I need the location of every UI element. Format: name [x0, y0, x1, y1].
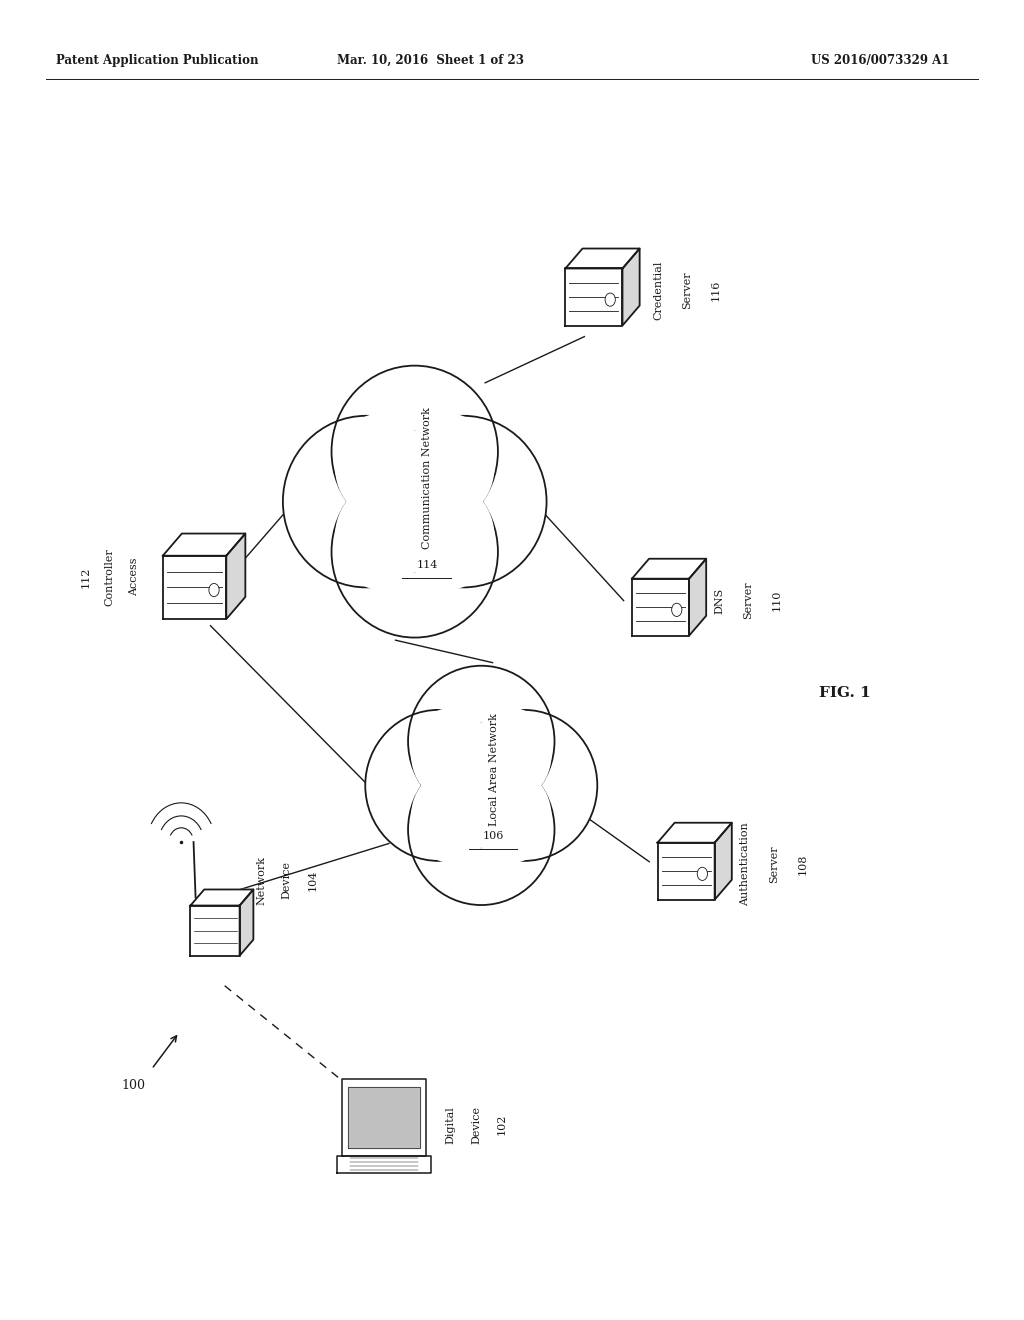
Text: US 2016/0073329 A1: US 2016/0073329 A1 — [811, 54, 950, 67]
Text: 116: 116 — [711, 280, 721, 301]
Polygon shape — [337, 1156, 431, 1173]
Text: Server: Server — [769, 846, 779, 883]
Polygon shape — [163, 556, 226, 619]
Polygon shape — [715, 822, 732, 900]
Circle shape — [209, 583, 219, 597]
Ellipse shape — [335, 483, 426, 590]
Text: Device: Device — [282, 862, 292, 899]
Text: 110: 110 — [772, 590, 782, 611]
Ellipse shape — [332, 366, 498, 537]
Ellipse shape — [332, 466, 498, 638]
Text: 108: 108 — [798, 854, 808, 875]
Polygon shape — [342, 1080, 426, 1156]
Ellipse shape — [453, 756, 510, 814]
Polygon shape — [657, 822, 732, 842]
Text: Patent Application Publication: Patent Application Publication — [56, 54, 259, 67]
Polygon shape — [348, 1088, 420, 1147]
Text: FIG. 1: FIG. 1 — [819, 686, 870, 700]
Text: Access: Access — [129, 557, 139, 597]
Text: Credential: Credential — [653, 261, 664, 319]
Text: Server: Server — [743, 582, 754, 619]
Text: Local Area Network: Local Area Network — [488, 713, 499, 826]
Polygon shape — [240, 890, 253, 956]
Ellipse shape — [411, 770, 492, 863]
Ellipse shape — [383, 469, 446, 535]
Ellipse shape — [283, 416, 450, 587]
Polygon shape — [190, 890, 253, 906]
Polygon shape — [226, 533, 246, 619]
Text: Controller: Controller — [104, 548, 115, 606]
Circle shape — [672, 603, 682, 616]
Circle shape — [697, 867, 708, 880]
Polygon shape — [632, 558, 707, 578]
Text: Authentication: Authentication — [740, 822, 751, 907]
Text: Device: Device — [471, 1106, 481, 1143]
Ellipse shape — [403, 483, 495, 590]
Text: 112: 112 — [81, 566, 91, 587]
Ellipse shape — [380, 416, 547, 587]
Polygon shape — [689, 558, 707, 636]
Text: Server: Server — [682, 272, 692, 309]
Polygon shape — [623, 248, 640, 326]
Ellipse shape — [366, 710, 512, 861]
Polygon shape — [565, 248, 640, 268]
Text: 104: 104 — [307, 870, 317, 891]
Text: 102: 102 — [497, 1114, 507, 1135]
Text: Mar. 10, 2016  Sheet 1 of 23: Mar. 10, 2016 Sheet 1 of 23 — [337, 54, 523, 67]
Polygon shape — [565, 268, 623, 326]
Text: Communication Network: Communication Network — [422, 407, 432, 549]
Text: 100: 100 — [121, 1078, 145, 1092]
Text: 106: 106 — [483, 830, 504, 841]
Circle shape — [605, 293, 615, 306]
Ellipse shape — [403, 413, 495, 520]
Ellipse shape — [451, 710, 597, 861]
Polygon shape — [163, 533, 246, 556]
Ellipse shape — [369, 454, 461, 549]
Text: DNS: DNS — [715, 587, 725, 614]
Ellipse shape — [440, 743, 522, 828]
Ellipse shape — [408, 665, 555, 817]
Ellipse shape — [471, 708, 552, 801]
Ellipse shape — [411, 708, 492, 801]
Polygon shape — [632, 578, 689, 636]
Ellipse shape — [335, 413, 426, 520]
Text: Network: Network — [256, 855, 266, 906]
Polygon shape — [190, 906, 240, 956]
Polygon shape — [657, 842, 715, 900]
Ellipse shape — [408, 754, 555, 906]
Text: 114: 114 — [417, 560, 437, 570]
Ellipse shape — [471, 770, 552, 863]
Text: Digital: Digital — [445, 1106, 456, 1143]
